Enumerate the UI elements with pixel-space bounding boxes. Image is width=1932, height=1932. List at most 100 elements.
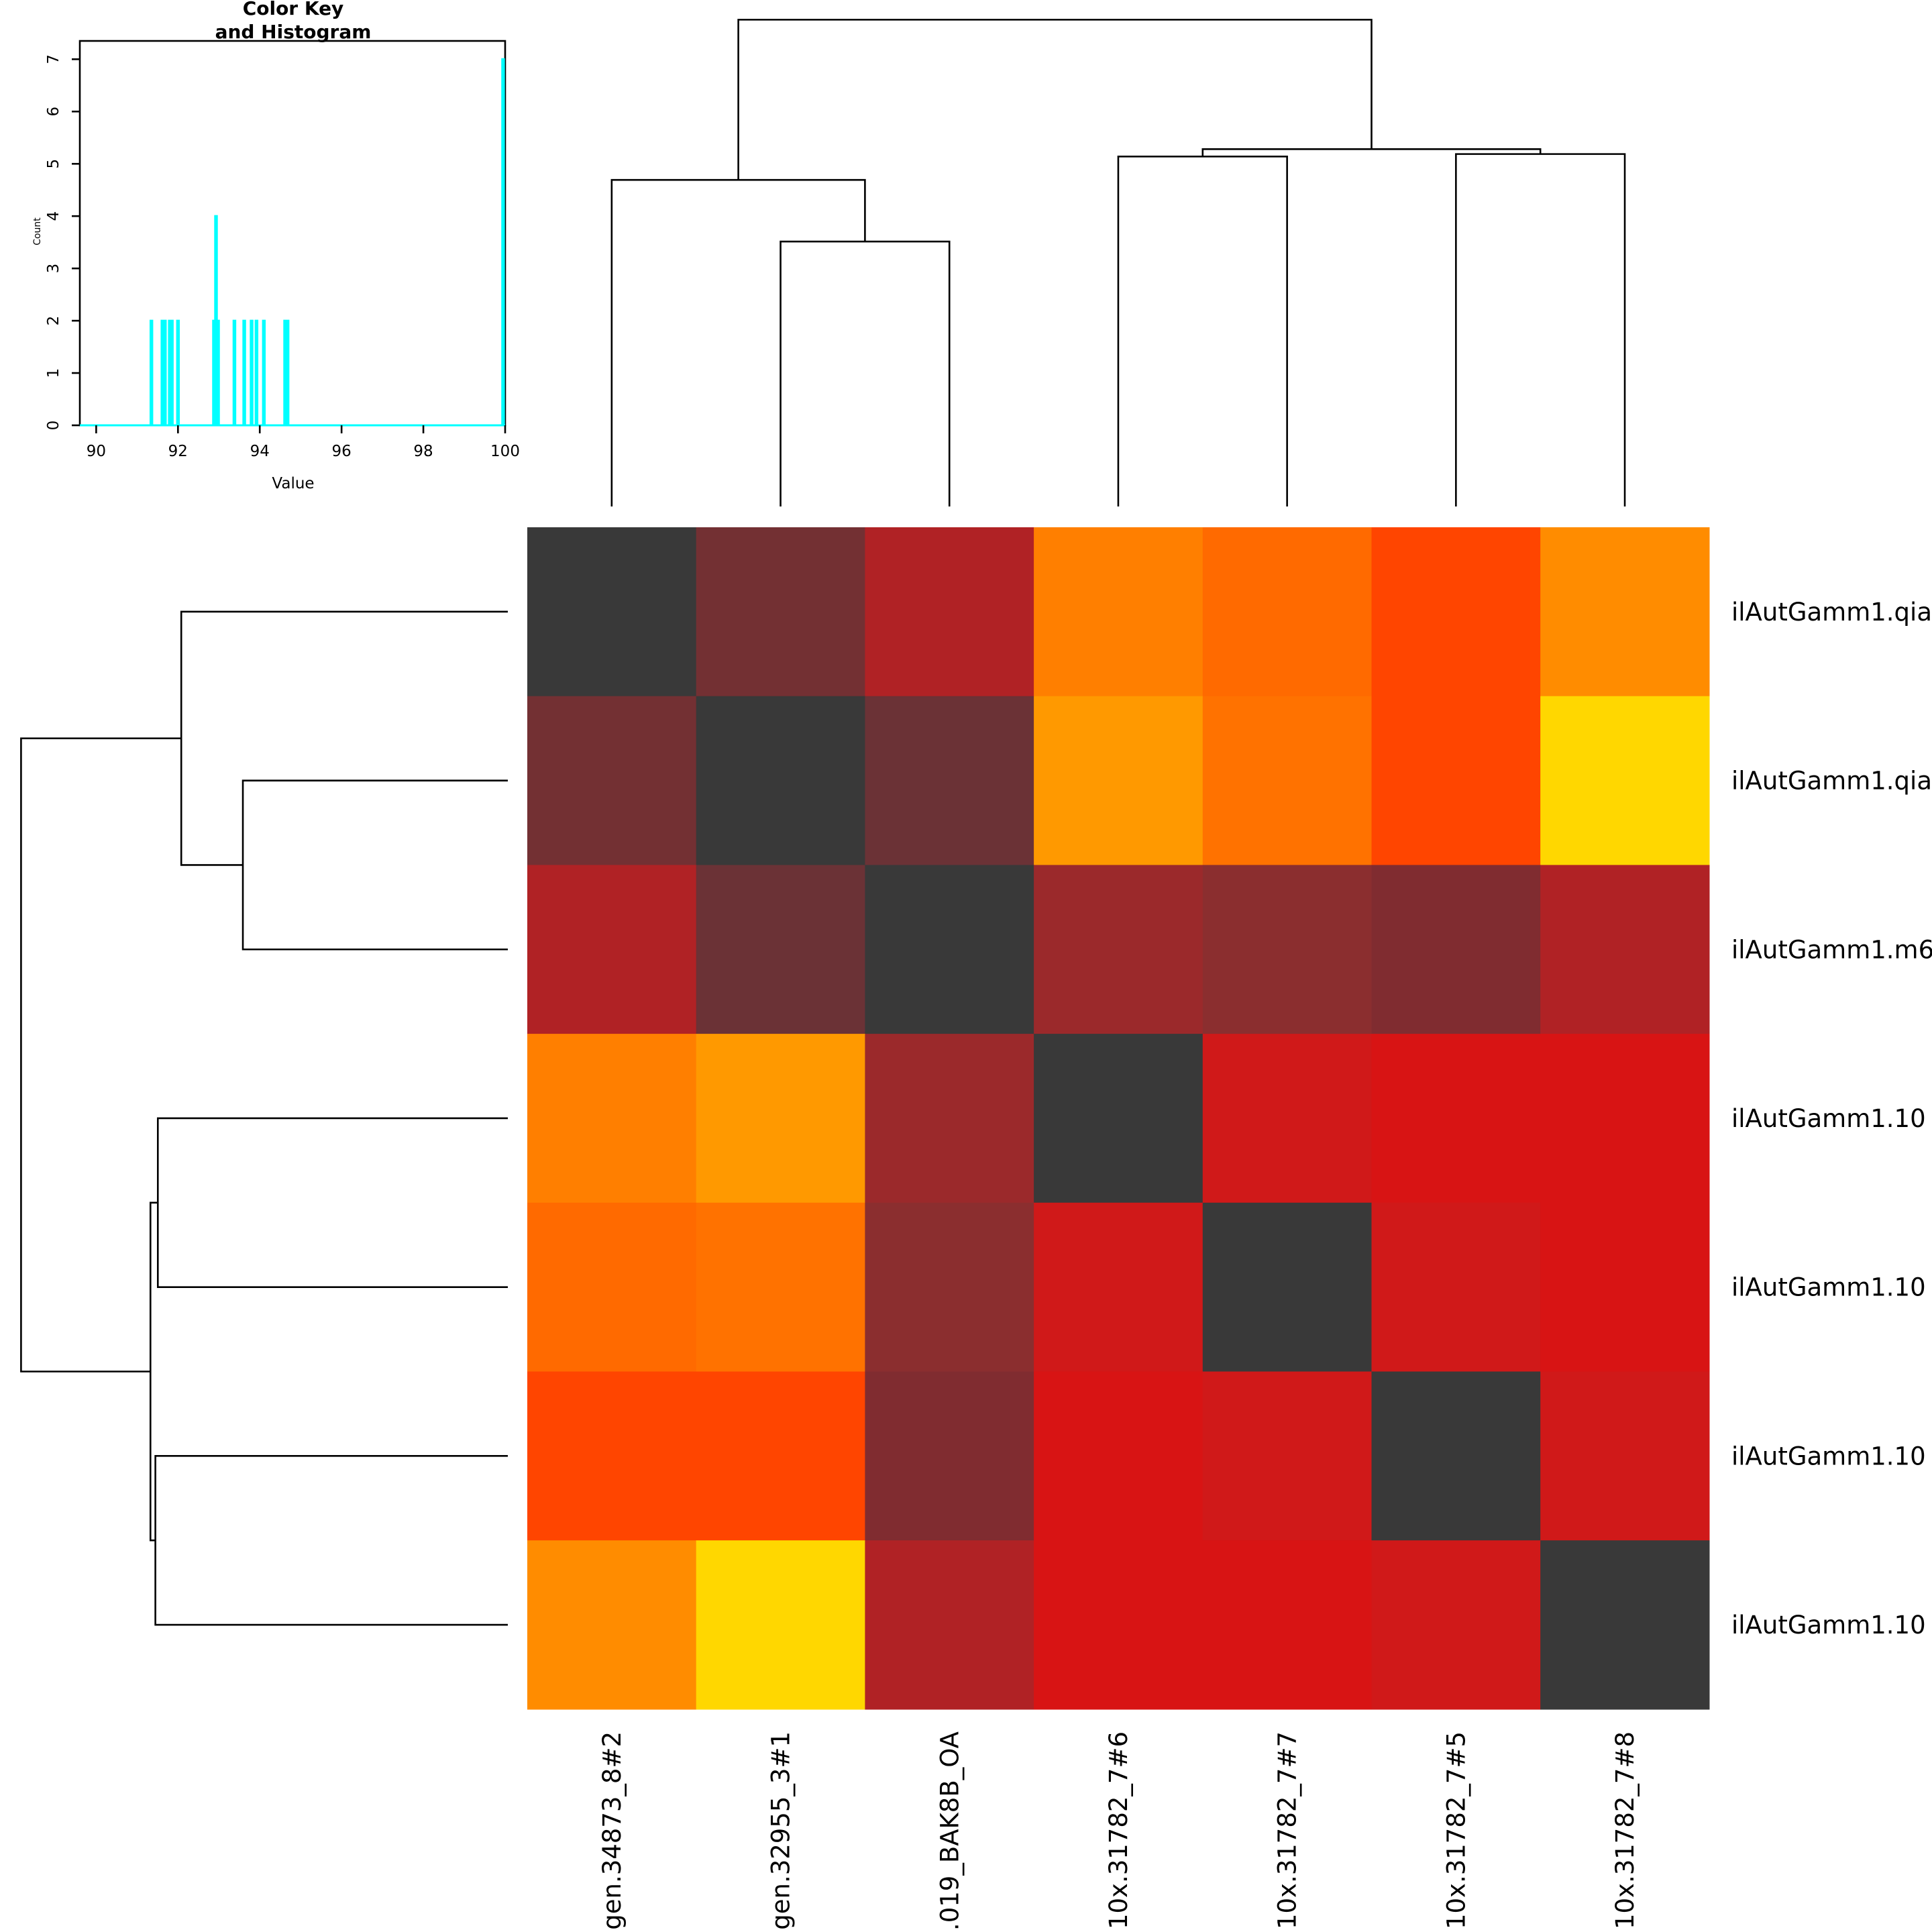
heatmap-cell <box>1034 527 1203 697</box>
heatmap-cell <box>527 1202 697 1373</box>
heatmap-cell <box>1371 865 1541 1034</box>
heatmap-cell <box>865 865 1034 1034</box>
y-tick-label: 7 <box>45 54 62 64</box>
heatmap-cell <box>527 865 697 1034</box>
heatmap-cell <box>1540 1034 1710 1203</box>
heatmap-cell <box>696 696 865 865</box>
heatmap-cell <box>1371 1540 1541 1710</box>
column-label: 10x.31782_7#5 <box>1442 1731 1470 1929</box>
heatmap-cell <box>527 696 697 865</box>
column-label: 10x.31782_7#6 <box>1104 1731 1133 1929</box>
col-dendrogram-branch <box>737 19 1373 180</box>
row-labels: ilAutGamm1.qia ilAutGamm1.qia ilAutGamm1.m… <box>1731 598 1932 1640</box>
y-tick-label: 2 <box>45 316 62 326</box>
row-dendrogram <box>20 610 508 1626</box>
heatmap-cell <box>865 696 1034 865</box>
y-tick-label: 5 <box>45 159 62 169</box>
heatmap-cell <box>1034 865 1203 1034</box>
color-key-histogram: Color Key and Histogram Value Count 90 92… <box>32 0 520 492</box>
row-label: ilAutGamm1.10 <box>1731 1442 1926 1470</box>
x-tick-label: 90 <box>87 443 106 460</box>
heatmap-cells <box>527 527 1710 1710</box>
heatmap-cell <box>1540 1540 1710 1710</box>
heatmap-cell <box>1034 1540 1203 1710</box>
heatmap-cell <box>1540 527 1710 697</box>
row-dendrogram-branch <box>241 780 508 951</box>
row-dendrogram-branch <box>156 1117 508 1288</box>
heatmap-cell <box>527 1371 697 1541</box>
column-labels: gen.34873_8#2 gen.32955_3#1 .019_BAK8B_OA 1… <box>598 1731 1640 1931</box>
col-dendrogram-branch <box>610 178 866 506</box>
column-dendrogram <box>610 19 1626 506</box>
heatmap-cell <box>1371 1034 1541 1203</box>
row-label: ilAutGamm1.m6 <box>1731 935 1932 964</box>
column-label: .019_BAK8B_OA <box>935 1731 964 1931</box>
heatmap-cell <box>1034 1202 1203 1373</box>
heatmap-cell <box>1034 1034 1203 1203</box>
heatmap-cell <box>696 527 865 697</box>
x-tick-label: 98 <box>413 443 433 460</box>
heatmap-cell <box>1202 1540 1373 1710</box>
heatmap-cell <box>696 1371 865 1541</box>
heatmap-cell <box>1202 527 1373 697</box>
heatmap-cell <box>527 527 697 697</box>
x-tick-label: 92 <box>168 443 188 460</box>
heatmap-cell <box>1371 527 1541 697</box>
heatmap-cell <box>865 527 1034 697</box>
row-label: ilAutGamm1.qia <box>1731 767 1932 796</box>
column-label: 10x.31782_7#7 <box>1273 1731 1302 1929</box>
y-tick-label: 3 <box>45 264 62 274</box>
heatmap-cell <box>1202 1202 1373 1373</box>
heatmap-cell <box>865 1540 1034 1710</box>
heatmap-cell <box>1202 1371 1373 1541</box>
x-tick-label: 94 <box>250 443 270 460</box>
column-label: gen.34873_8#2 <box>598 1731 627 1930</box>
x-tick-label: 96 <box>332 443 352 460</box>
col-dendrogram-branch <box>1117 155 1288 506</box>
heatmap-cell <box>865 1371 1034 1541</box>
y-tick-label: 1 <box>45 368 62 378</box>
heatmap-cell <box>1540 696 1710 865</box>
row-dendrogram-branch <box>180 610 508 866</box>
heatmap-cell <box>1202 696 1373 865</box>
col-dendrogram-branch <box>1455 153 1626 506</box>
heatmap-cell <box>1034 1371 1203 1541</box>
histogram-line <box>80 58 505 427</box>
histogram-frame <box>78 40 506 427</box>
histogram-ylabel: Count <box>32 217 43 246</box>
row-label: ilAutGamm1.10 <box>1731 1611 1926 1640</box>
heatmap-cell <box>1371 696 1541 865</box>
heatmap-cell <box>1034 696 1203 865</box>
heatmap-cell <box>527 1034 697 1203</box>
heatmap-cell <box>1540 865 1710 1034</box>
heatmap-cell <box>865 1202 1034 1373</box>
y-tick-label: 6 <box>45 107 62 117</box>
row-label: ilAutGamm1.10 <box>1731 1104 1926 1133</box>
heatmap-cell <box>1202 865 1373 1034</box>
histogram-xlabel: Value <box>272 475 314 492</box>
heatmap-cell <box>696 1202 865 1373</box>
heatmap-cell <box>527 1540 697 1710</box>
heatmap-cell <box>865 1034 1034 1203</box>
col-dendrogram-branch <box>1201 148 1542 157</box>
col-dendrogram-branch <box>780 240 951 506</box>
heatmap-cell <box>1371 1371 1541 1541</box>
heatmap-cell <box>1540 1371 1710 1541</box>
heatmap-cell <box>1540 1202 1710 1373</box>
y-tick-label: 0 <box>45 421 62 431</box>
heatmap-cell <box>696 1034 865 1203</box>
row-label: ilAutGamm1.10 <box>1731 1273 1926 1302</box>
row-dendrogram-branch <box>154 1455 508 1626</box>
color-key-title: Color Key <box>243 0 344 19</box>
column-label: gen.32955_3#1 <box>767 1731 796 1930</box>
y-tick-label: 4 <box>45 211 62 221</box>
column-label: 10x.31782_7#8 <box>1611 1731 1640 1929</box>
heatmap-cell <box>1202 1034 1373 1203</box>
color-key-subtitle: and Histogram <box>215 21 372 43</box>
heatmap-cell <box>1371 1202 1541 1373</box>
heatmap-cell <box>696 1540 865 1710</box>
row-dendrogram-branch <box>20 737 182 1373</box>
row-dendrogram-branch <box>149 1201 158 1542</box>
heatmap-cell <box>696 865 865 1034</box>
